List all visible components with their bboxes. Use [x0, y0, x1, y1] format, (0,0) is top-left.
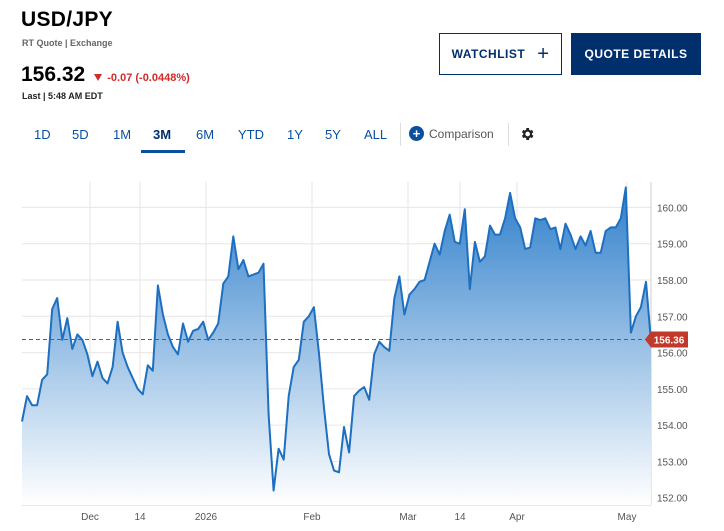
watchlist-label: WATCHLIST	[451, 47, 526, 61]
down-arrow-icon	[94, 74, 103, 81]
price-area	[22, 187, 651, 505]
x-tick-label: May	[618, 512, 637, 523]
range-3m[interactable]: 3M	[153, 127, 172, 142]
range-all[interactable]: ALL	[364, 127, 388, 142]
current-price-badge: 156.36	[645, 331, 688, 348]
last-updated: Last | 5:48 AM EDT	[22, 91, 103, 101]
x-tick-label: 14	[134, 512, 146, 523]
range-ytd[interactable]: YTD	[238, 127, 264, 142]
range-1m[interactable]: 1M	[113, 127, 132, 142]
last-price: 156.32	[21, 63, 86, 86]
y-tick-label: 154.00	[657, 421, 688, 432]
y-axis: 160.00 159.00 158.00 157.00 156.00 155.00 154.…	[657, 203, 688, 504]
x-tick-label: Apr	[509, 512, 525, 523]
divider	[400, 123, 401, 146]
y-tick-label: 157.00	[657, 312, 688, 323]
range-1y[interactable]: 1Y	[287, 127, 303, 142]
y-tick-label: 159.00	[657, 240, 688, 251]
x-axis: Dec 14 2026 Feb Mar 14 Apr May	[81, 512, 636, 523]
range-6m[interactable]: 6M	[196, 127, 215, 142]
y-tick-label: 152.00	[657, 494, 688, 505]
quote-details-label: QUOTE DETAILS	[584, 47, 688, 61]
price-line	[21, 186, 652, 492]
quote-source: RT Quote | Exchange	[22, 38, 113, 48]
range-5y[interactable]: 5Y	[325, 127, 341, 142]
comparison-label: Comparison	[429, 126, 494, 141]
y-tick-label: 156.00	[657, 349, 688, 360]
x-tick-label: 2026	[195, 512, 218, 523]
badge-shape	[645, 331, 688, 348]
y-tick-label: 158.00	[657, 276, 688, 287]
y-tick-label: 155.00	[657, 385, 688, 396]
y-tick-label: 153.00	[657, 457, 688, 468]
divider	[508, 123, 509, 146]
symbol-title: USD/JPY	[21, 8, 113, 31]
x-tick-label: 14	[454, 512, 466, 523]
range-5d[interactable]: 5D	[72, 127, 89, 142]
y-tick-label: 160.00	[657, 203, 688, 214]
price-row: 156.32 -0.07 (-0.0448%)	[21, 63, 190, 87]
price-change: -0.07 (-0.0448%)	[94, 72, 190, 84]
add-circle-icon: +	[409, 126, 424, 141]
range-selector: 1D 5D 1M 3M 6M YTD 1Y 5Y ALL + Compariso…	[22, 120, 712, 153]
x-tick-label: Dec	[81, 512, 99, 523]
quote-details-button[interactable]: QUOTE DETAILS	[571, 33, 701, 75]
badge-label: 156.36	[654, 336, 685, 347]
comparison-button[interactable]: + Comparison	[409, 126, 494, 141]
plus-icon: +	[537, 43, 550, 65]
gear-icon[interactable]	[519, 126, 535, 142]
range-1d[interactable]: 1D	[34, 127, 51, 142]
x-tick-label: Mar	[399, 512, 417, 523]
active-range-indicator	[141, 150, 185, 153]
x-tick-label: Feb	[303, 512, 321, 523]
price-change-value: -0.07 (-0.0448%)	[107, 71, 190, 84]
watchlist-button[interactable]: WATCHLIST +	[439, 33, 562, 75]
